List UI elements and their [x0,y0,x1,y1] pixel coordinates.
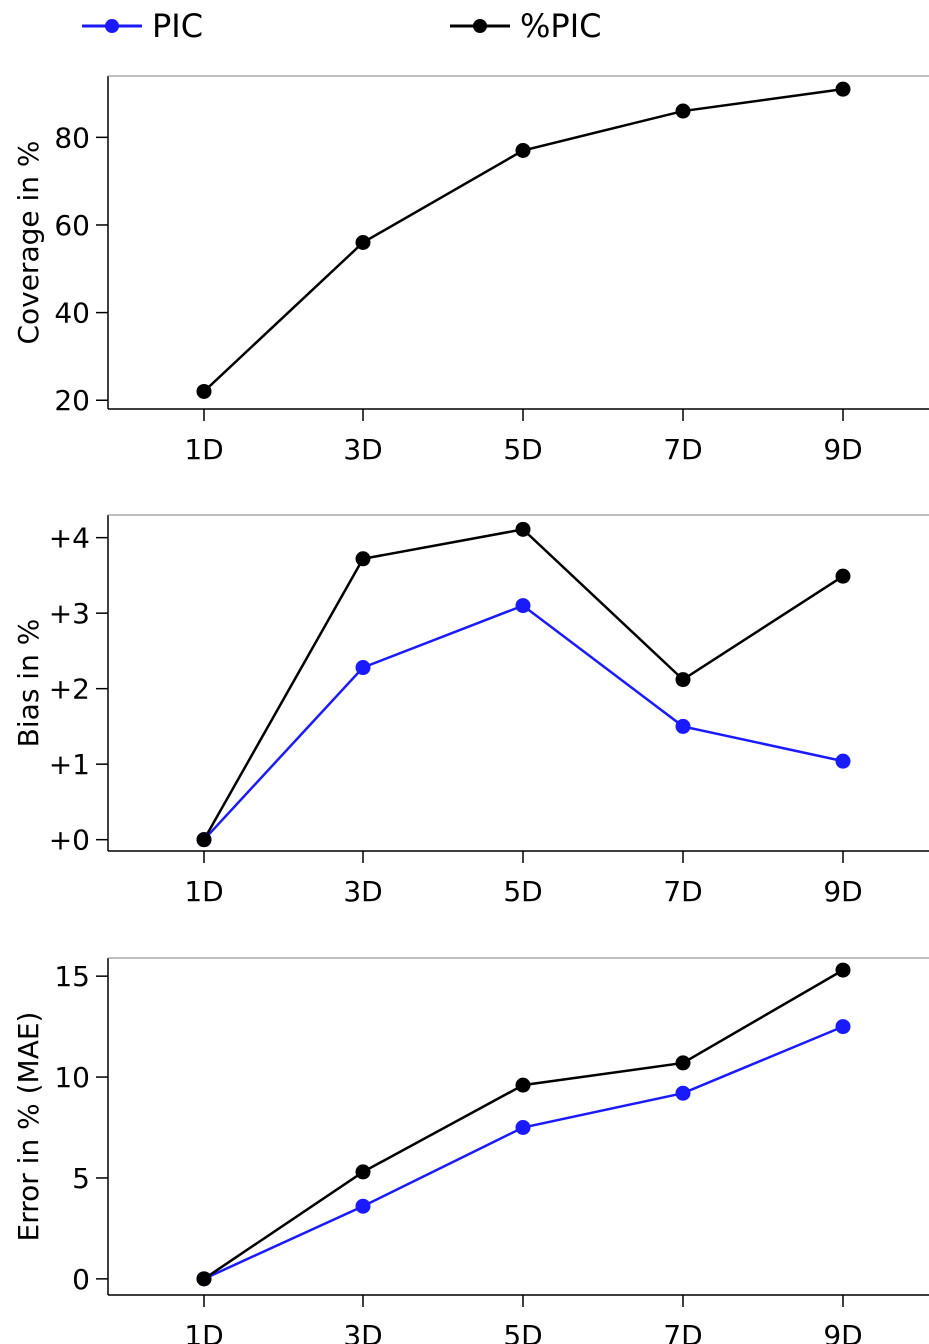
legend: PIC %PIC [0,0,929,56]
data-point-pct-pic [835,81,851,97]
y-tick-label: +1 [49,748,90,781]
data-point-pct-pic [675,103,691,119]
data-point-pic [515,1120,531,1136]
y-axis-label: Coverage in % [12,140,45,344]
legend-swatch-pct-pic [450,19,510,33]
data-point-pct-pic [355,235,371,250]
data-point-pct-pic [196,383,212,399]
y-tick-label: 15 [54,960,90,993]
data-point-pct-pic [835,962,851,978]
data-point-pct-pic [355,551,371,567]
data-point-pct-pic [675,672,691,688]
x-tick-label: 9D [823,433,862,466]
data-point-pct-pic [515,1077,531,1093]
chart-panel-2: +0 +1 +2 +3 +4 1D 3D 5D 7D 9D Bias in % [12,514,929,908]
chart-panel-1: 20 40 60 80 1D 3D 5D 7D 9D Coverage in % [12,75,929,466]
y-tick-label: +0 [49,824,90,857]
x-tick-label: 5D [503,875,542,908]
x-tick-label: 7D [663,875,702,908]
series-line-pic [203,604,844,841]
series-line-pic [203,1025,844,1280]
data-point-pct-pic [675,1055,691,1071]
x-tick-label: 7D [663,1319,702,1344]
legend-swatch-pic [82,19,142,33]
x-tick-label: 5D [503,1319,542,1344]
x-tick-label: 9D [823,875,862,908]
data-point-pic [355,660,371,676]
x-tick-label: 3D [343,875,382,908]
y-tick-label: 60 [54,209,90,242]
data-point-pic [835,1019,851,1035]
legend-label-pic: PIC [152,7,204,45]
chart-panel-3: 0 5 10 15 1D 3D 5D 7D 9D Error in % (MAE) [12,957,929,1344]
y-tick-label: 10 [54,1061,90,1094]
data-point-pct-pic [515,142,531,158]
data-point-pct-pic [515,521,531,537]
x-tick-label: 3D [343,433,382,466]
x-tick-label: 1D [184,875,223,908]
data-point-pic [675,1085,691,1101]
y-tick-label: 20 [54,384,90,417]
data-point-pic [675,718,691,734]
y-tick-label: 5 [72,1162,90,1195]
legend-item-pic: PIC [82,6,203,46]
x-tick-label: 7D [663,433,702,466]
y-tick-label: +4 [49,522,90,555]
legend-label-pct-pic: %PIC [520,7,602,45]
y-axis-label: Bias in % [12,619,45,748]
y-tick-label: 0 [72,1263,90,1296]
x-tick-label: 3D [343,1319,382,1344]
y-tick-label: 80 [54,121,90,154]
data-point-pct-pic [196,832,212,848]
x-tick-label: 9D [823,1319,862,1344]
series-line-pct-pic [203,87,844,393]
data-point-pic [355,1198,371,1214]
y-tick-label: +3 [49,597,90,630]
x-tick-label: 1D [184,1319,223,1344]
legend-item-pct-pic: %PIC [450,6,601,46]
data-point-pct-pic [835,568,851,584]
data-point-pct-pic [355,1164,371,1180]
y-tick-label: +2 [49,673,90,706]
y-tick-label: 40 [54,297,90,330]
y-axis-label: Error in % (MAE) [12,1012,45,1242]
x-tick-label: 1D [184,433,223,466]
data-point-pic [515,598,531,614]
data-point-pic [835,753,851,769]
x-tick-label: 5D [503,433,542,466]
data-point-pct-pic [196,1271,212,1287]
series-line-pct-pic [202,528,844,841]
